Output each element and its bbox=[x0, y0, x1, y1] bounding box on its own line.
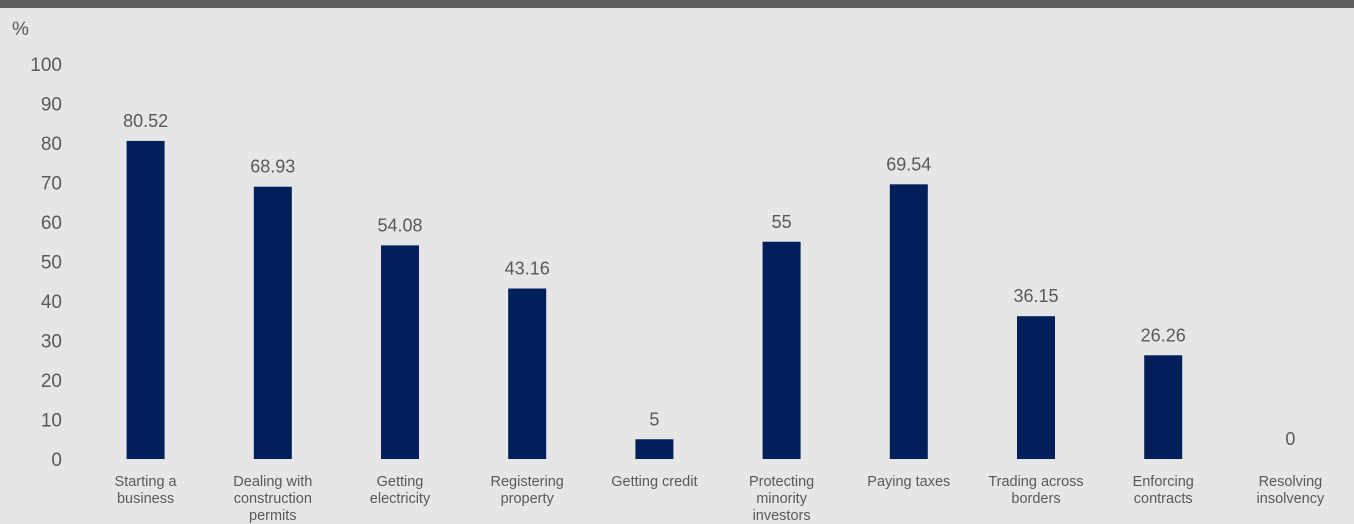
y-tick-label: 90 bbox=[41, 95, 62, 116]
y-axis: % 0 10 20 30 40 50 60 70 80 90 100 bbox=[12, 19, 62, 471]
y-tick-label: 50 bbox=[41, 253, 62, 274]
x-category-label: Registering property bbox=[491, 474, 564, 507]
chart-container: % 0 10 20 30 40 50 60 70 80 90 100 80.52 68.93 54.08 4… bbox=[0, 8, 1354, 524]
x-category-label: Enforcing contracts bbox=[1133, 474, 1194, 507]
bar bbox=[1144, 355, 1183, 459]
data-label: 26.26 bbox=[1141, 325, 1186, 345]
y-tick-label: 10 bbox=[41, 411, 62, 432]
bar bbox=[381, 245, 419, 459]
bar bbox=[508, 288, 547, 459]
y-tick-label: 80 bbox=[41, 134, 62, 155]
y-tick-label: 30 bbox=[41, 332, 62, 353]
data-label: 43.16 bbox=[505, 259, 550, 279]
bar bbox=[126, 140, 165, 460]
y-tick-label: 0 bbox=[51, 450, 62, 471]
bars bbox=[126, 140, 1183, 460]
bar bbox=[1017, 316, 1055, 459]
y-tick-label: 60 bbox=[41, 213, 62, 234]
bar bbox=[253, 186, 292, 459]
x-category-label: Getting credit bbox=[611, 474, 697, 490]
bar bbox=[635, 439, 674, 459]
data-label: 55 bbox=[772, 212, 792, 232]
y-tick-label: 70 bbox=[41, 174, 62, 195]
x-axis: Starting a business Dealing with constructi… bbox=[115, 474, 1325, 524]
data-label: 0 bbox=[1285, 429, 1295, 449]
data-label: 68.93 bbox=[250, 157, 295, 177]
x-category-label: Resolving insolvency bbox=[1257, 474, 1325, 507]
data-label: 80.52 bbox=[123, 111, 168, 131]
y-tick-label: 100 bbox=[30, 55, 62, 76]
top-bar bbox=[0, 0, 1354, 8]
x-category-label: Paying taxes bbox=[867, 474, 950, 490]
x-category-label: Protecting minority investors bbox=[749, 474, 814, 524]
x-category-label: Starting a business bbox=[115, 474, 178, 507]
data-label: 69.54 bbox=[886, 154, 931, 174]
y-tick-label: 20 bbox=[41, 371, 62, 392]
data-label: 5 bbox=[649, 409, 659, 429]
bar bbox=[762, 241, 801, 459]
y-axis-unit-label: % bbox=[12, 19, 29, 40]
x-category-label: Dealing with construction permits bbox=[233, 474, 312, 524]
bar bbox=[889, 184, 928, 459]
y-tick-label: 40 bbox=[41, 292, 62, 313]
data-label: 36.15 bbox=[1013, 286, 1058, 306]
x-category-label: Trading across borders bbox=[988, 474, 1083, 507]
data-label: 54.08 bbox=[377, 215, 422, 235]
x-category-label: Getting electricity bbox=[370, 474, 431, 507]
